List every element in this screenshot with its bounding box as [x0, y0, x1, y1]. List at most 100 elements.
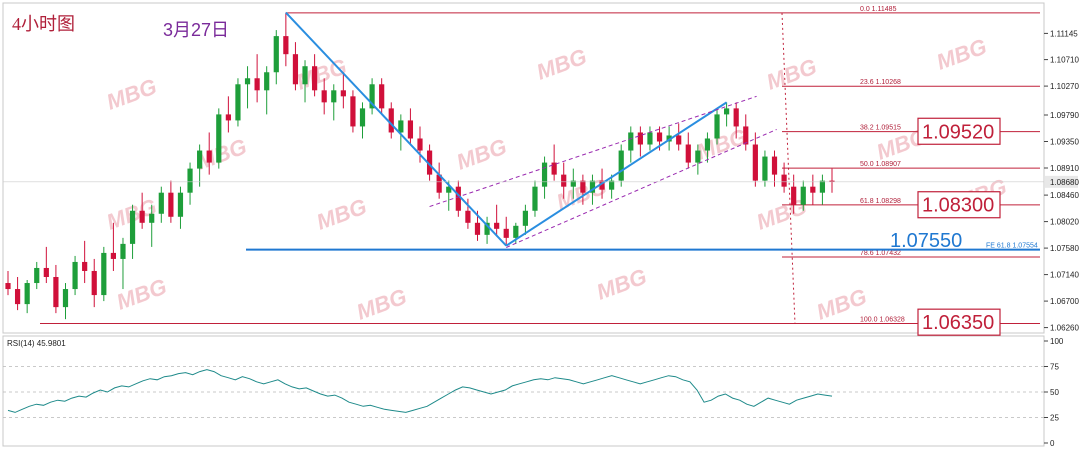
candle-body — [302, 66, 308, 85]
rsi-tick-label: 100 — [1050, 337, 1064, 346]
candle-body — [647, 132, 653, 145]
watermark-text: MBG — [353, 284, 410, 325]
candle-body — [62, 289, 69, 308]
candle-body — [714, 114, 720, 139]
key-level-box — [917, 191, 1001, 219]
candle-body — [14, 289, 21, 305]
candle-body — [599, 180, 605, 190]
candle-body — [800, 186, 806, 205]
candle-body — [513, 225, 519, 238]
candle-body — [244, 78, 251, 85]
candle-body — [829, 180, 835, 182]
candle-body — [503, 228, 509, 238]
candle-body — [618, 150, 624, 181]
watermark-text: MBG — [293, 54, 350, 95]
price-tick-label: 1.08910 — [1050, 164, 1079, 173]
candle-body — [484, 222, 490, 235]
candle-body — [24, 283, 30, 305]
price-tick-label: 1.10270 — [1050, 82, 1079, 91]
fib-level-label: 23.6 1.10268 — [860, 79, 901, 86]
rsi-tick-label: 25 — [1050, 414, 1059, 423]
candle-body — [417, 138, 423, 151]
candle-body — [34, 267, 40, 284]
candle-body — [628, 132, 634, 151]
candle-body — [264, 72, 270, 91]
candle-body — [177, 192, 184, 217]
watermark-text: MBG — [933, 34, 990, 75]
candle-body — [197, 150, 203, 169]
candle-body — [292, 54, 299, 85]
key-level-labels: 1.09520 1.08300 1.07550 1.06350 — [890, 117, 1001, 336]
candle-body — [465, 210, 471, 223]
candle-body — [139, 210, 145, 223]
price-tick-label: 1.08020 — [1050, 218, 1079, 227]
candle-body — [120, 243, 126, 259]
candle-body — [149, 213, 155, 223]
candle-body — [129, 210, 136, 244]
fib-vertical-line — [781, 12, 796, 324]
price-tick-label: 1.06260 — [1050, 324, 1079, 333]
watermark-text: MBG — [453, 134, 510, 175]
candle-body — [609, 180, 615, 190]
price-tick-label: 1.10710 — [1050, 56, 1079, 65]
candle-body — [398, 120, 404, 133]
trend-lines — [285, 11, 777, 248]
candle-body — [791, 186, 797, 205]
candle-body — [676, 135, 682, 145]
candle-body — [359, 108, 366, 127]
watermark-text: MBG — [693, 124, 750, 165]
candle-body — [379, 84, 385, 109]
candle-body — [541, 162, 548, 187]
candle-body — [158, 192, 164, 214]
price-axis: 1.11145 1.10710 1.10270 1.09790 1.09350 1.089… — [3, 29, 1079, 333]
uptrend-line — [505, 101, 728, 247]
candles-layer — [5, 12, 835, 320]
candle-body — [273, 36, 279, 73]
rsi-line — [7, 369, 833, 413]
fe-level-label: FE 61.8 1.07554 — [986, 243, 1038, 250]
candle-body — [695, 150, 701, 163]
candle-body — [350, 96, 356, 127]
candle-body — [637, 132, 643, 145]
key-level-label: 1.08300 — [922, 195, 994, 217]
candle-body — [810, 186, 816, 193]
key-level-box — [917, 117, 1001, 145]
candle-body — [5, 283, 11, 290]
candle-body — [101, 252, 107, 296]
watermark-text: MBG — [103, 74, 160, 115]
candle-body — [110, 252, 116, 259]
fib-level-label: 61.8 1.08298 — [860, 198, 901, 205]
downtrend-line — [285, 11, 507, 247]
candle-body — [235, 84, 241, 121]
current-price-box — [1045, 175, 1078, 188]
candle-body — [216, 114, 222, 163]
candle-body — [446, 186, 452, 193]
candle-body — [666, 135, 672, 142]
rsi-tick-label: 50 — [1050, 388, 1059, 397]
candle-body — [82, 261, 88, 271]
candle-body — [455, 186, 461, 211]
candle-body — [762, 156, 768, 181]
date-annotation: 3月27日 — [163, 20, 229, 40]
key-level-label: 1.07550 — [890, 230, 962, 252]
watermark-text: MBG — [313, 194, 370, 235]
watermark-text: MBG — [533, 44, 590, 85]
rsi-panel: 100 75 50 25 0 RSI(14) 45.9801 — [3, 337, 1064, 448]
candle-body — [91, 270, 97, 296]
watermark-text: MBG — [593, 264, 650, 305]
watermark-text: MBG — [763, 54, 820, 95]
fib-level-label: 78.6 1.07432 — [860, 250, 901, 257]
price-tick-label: 1.11145 — [1050, 29, 1078, 38]
candle-body — [494, 222, 500, 229]
fibonacci-levels: 0.0 1.11485 23.6 1.10268 38.2 1.09515 50.0 … — [40, 6, 1040, 324]
candle-body — [580, 180, 586, 193]
candle-body — [570, 180, 576, 187]
key-level-box — [917, 308, 1001, 336]
candle-body — [733, 108, 739, 127]
rsi-panel-frame — [2, 335, 1045, 447]
candle-body — [551, 162, 557, 175]
price-tick-label: 1.09790 — [1050, 111, 1079, 120]
price-tick-label: 1.09350 — [1050, 138, 1079, 147]
